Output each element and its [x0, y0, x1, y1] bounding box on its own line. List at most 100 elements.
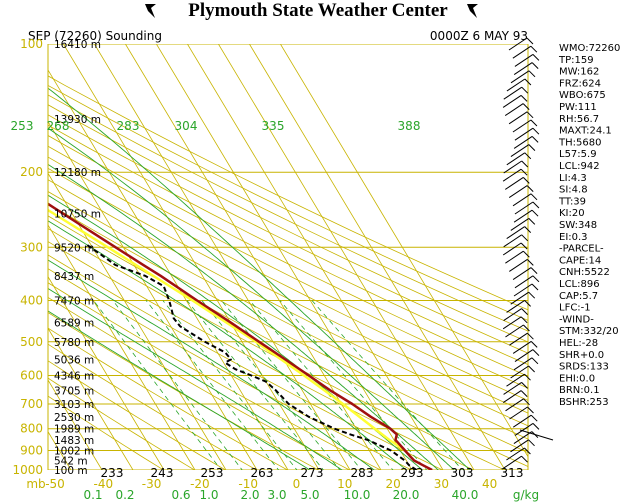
dry-adiabat: [48, 75, 528, 311]
wind-barb-icon: [506, 447, 525, 461]
wind-barb-feather-icon: [523, 398, 530, 406]
mixing-ratio-tick-label: 10.0: [344, 488, 371, 502]
theta-upper-label: 253: [11, 119, 34, 133]
wind-barb-feather-icon: [531, 136, 539, 143]
wind-barb-icon: [502, 168, 522, 182]
dry-adiabat: [48, 179, 528, 427]
wind-barb-icon: [509, 406, 528, 420]
theta-tick-label: 263: [251, 466, 274, 480]
height-label: 8437 m: [54, 271, 94, 283]
wind-barb-feather-icon: [532, 423, 540, 430]
wind-barb-icon: [505, 250, 524, 264]
wind-barb-feather-icon: [521, 382, 528, 389]
isotherm: [125, 44, 382, 470]
wind-barb-feather-icon: [520, 95, 528, 102]
isotherm: [0, 44, 9, 470]
wind-barb-feather-icon: [530, 193, 538, 201]
wind-barb-icon: [508, 37, 528, 51]
moist-adiabat: [48, 220, 408, 470]
wind-barb-feather-icon: [520, 390, 528, 397]
wind-barb-icon: [502, 242, 522, 256]
wind-barb-icon: [512, 340, 532, 354]
wind-barb-feather-icon: [532, 54, 540, 61]
wind-barb-feather-icon: [528, 365, 535, 373]
dry-adiabat: [48, 104, 528, 343]
wind-barb-icon: [504, 103, 524, 117]
pressure-tick-label: 300: [20, 240, 43, 254]
height-label: 1989 m: [54, 424, 94, 436]
wind-barb-icon: [506, 152, 526, 166]
sounding-time: 0000Z 6 MAY 93: [430, 29, 528, 43]
wind-barb-feather-icon: [524, 226, 532, 233]
height-label: 12180 m: [54, 167, 101, 179]
index-value: HEL:-28: [559, 338, 598, 349]
wind-barb-feather-icon: [530, 45, 538, 53]
wind-barb-icon: [503, 86, 523, 100]
theta-tick-label: 253: [201, 466, 224, 480]
wind-barb-feather-icon: [526, 37, 534, 45]
dry-adiabat: [48, 203, 528, 454]
mixing-ratio-line: [221, 300, 363, 470]
dry-adiabat: [48, 360, 227, 470]
index-value: L57:5.9: [559, 149, 597, 160]
wind-barb-icon: [514, 275, 534, 289]
index-value: -WIND-: [559, 314, 594, 325]
header-right-flag-icon: [467, 4, 478, 18]
wind-barb-feather-icon: [532, 127, 540, 135]
index-value: CAPE:14: [559, 255, 601, 266]
temperature-tick-label: 0: [293, 477, 301, 491]
wind-barb-feather-icon: [531, 283, 539, 291]
index-value: LCL:896: [559, 279, 600, 290]
wind-barb-feather-icon: [520, 242, 528, 250]
index-value: KI:20: [559, 208, 585, 219]
isotherm: [48, 327, 134, 470]
wind-barb-feather-icon: [524, 447, 531, 455]
wind-barb-icon: [514, 422, 534, 436]
index-value: BRN:0.1: [559, 385, 600, 396]
wind-barb-icon: [510, 144, 530, 158]
theta-upper-label: 304: [175, 119, 198, 133]
height-label: 5036 m: [54, 354, 94, 366]
wind-barb-icon: [513, 283, 533, 297]
temperature-tick-label: -20: [190, 477, 210, 491]
wind-barb-feather-icon: [531, 209, 539, 217]
isotherm: [156, 44, 413, 470]
wind-barb-feather-icon: [521, 160, 529, 168]
index-value: STM:332/20: [559, 326, 619, 337]
index-value: BSHR:253: [559, 397, 609, 408]
dry-adiabat: [48, 124, 528, 366]
mixing-ratio-line: [311, 300, 464, 470]
pressure-tick-label: 1000: [12, 463, 43, 477]
temperature-tick-label: 20: [385, 477, 400, 491]
wind-barb-icon: [512, 193, 532, 207]
isotherm: [187, 44, 444, 470]
wind-barb-icon: [506, 226, 525, 240]
isotherm: [48, 275, 165, 470]
wind-barb-icon: [502, 316, 522, 330]
pressure-tick-label: 600: [20, 368, 43, 382]
mixing-ratio-line: [249, 300, 394, 470]
dewpoint-line: [85, 243, 418, 470]
dry-adiabat: [48, 395, 165, 470]
height-label: 7470 m: [54, 295, 94, 307]
mixing-ratio-line: [162, 300, 298, 470]
theta-tick-label: 243: [151, 466, 174, 480]
parcel-line: [48, 208, 406, 452]
pressure-tick-label: 500: [20, 335, 43, 349]
wind-barb-icon: [509, 258, 528, 272]
theta-upper-label: 335: [262, 119, 285, 133]
dry-adiabat: [48, 343, 258, 470]
height-label: 542 m: [54, 456, 88, 468]
wind-barb-icon: [502, 390, 522, 404]
wind-barb-icon: [506, 299, 525, 313]
wind-barb-feather-icon: [527, 332, 534, 340]
isotherm: [63, 44, 320, 470]
wind-barb-feather-icon: [520, 316, 528, 324]
background-grid: [0, 44, 528, 470]
wind-barb-icon: [502, 94, 522, 108]
wind-barb-feather-icon: [528, 439, 535, 447]
wind-barb-feather-icon: [532, 349, 540, 356]
wind-barbs: [502, 37, 554, 469]
isotherm: [94, 44, 351, 470]
dry-adiabat: [48, 268, 413, 470]
